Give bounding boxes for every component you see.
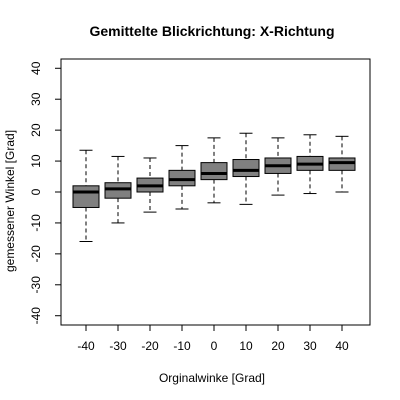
box--40	[72, 149, 100, 242]
x-tick-label: 0	[211, 339, 218, 353]
y-tick-label: -40	[29, 307, 43, 325]
box-30	[296, 134, 324, 195]
x-tick-label: 30	[303, 339, 317, 353]
y-axis: -40 -30 -20 -10 0 10 20 30 40	[29, 61, 61, 324]
x-axis-label: Orginalwinke [Grad]	[159, 371, 265, 385]
x-tick-label: -40	[77, 339, 95, 353]
box-iqr	[168, 169, 196, 187]
x-axis: -40 -30 -20 -10 0 10 20 30 40	[77, 325, 349, 353]
x-tick-label: 10	[239, 339, 253, 353]
boxes	[72, 132, 356, 242]
box-20	[264, 137, 292, 196]
y-tick-label: -20	[29, 245, 43, 263]
box--20	[136, 157, 164, 213]
box-iqr	[104, 182, 132, 199]
y-tick-label: -10	[29, 214, 43, 232]
y-tick-label: -30	[29, 276, 43, 294]
x-tick-label: -10	[173, 339, 191, 353]
y-tick-label: 30	[29, 92, 43, 106]
x-tick-label: 40	[335, 339, 349, 353]
y-tick-label: 0	[29, 188, 43, 195]
box--10	[168, 145, 196, 210]
x-tick-label: 20	[271, 339, 285, 353]
box-40	[328, 135, 356, 193]
box-iqr	[328, 157, 356, 171]
chart-title: Gemittelte Blickrichtung: X-Richtung	[89, 23, 334, 39]
box-10	[232, 132, 260, 205]
box--30	[104, 155, 132, 224]
y-tick-label: 20	[29, 123, 43, 137]
box-iqr	[200, 162, 228, 181]
y-axis-label: gemessener Winkel [Grad]	[3, 130, 17, 272]
box-0	[200, 137, 228, 204]
y-tick-label: 10	[29, 154, 43, 168]
x-tick-label: -20	[141, 339, 159, 353]
y-tick-label: 40	[29, 61, 43, 75]
box-iqr	[232, 159, 260, 178]
x-tick-label: -30	[109, 339, 127, 353]
box-iqr	[72, 185, 100, 208]
